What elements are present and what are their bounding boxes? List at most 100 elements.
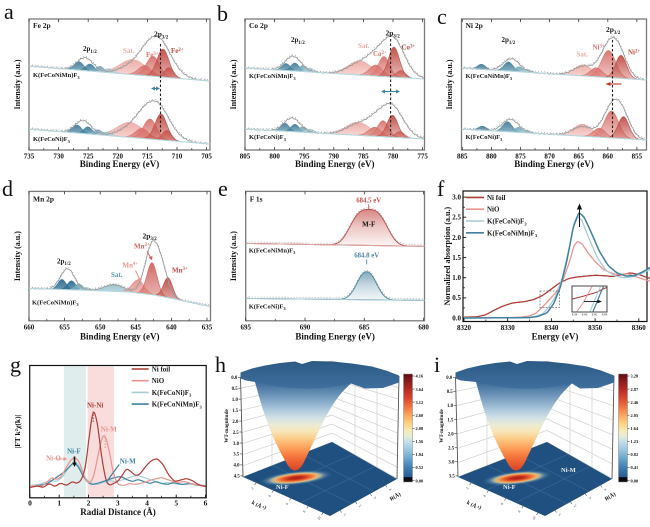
- svg-text:1.56: 1.56: [416, 439, 424, 444]
- svg-text:Ni-F: Ni-F: [276, 484, 289, 491]
- svg-text:Intensity (a.u.): Intensity (a.u.): [229, 59, 238, 109]
- svg-text:3.64: 3.64: [416, 387, 424, 392]
- svg-text:4: 4: [482, 494, 486, 498]
- svg-text:2p1/2: 2p1/2: [291, 36, 305, 46]
- svg-text:684.8 eV: 684.8 eV: [354, 252, 379, 259]
- svg-text:2.87: 2.87: [631, 387, 639, 392]
- svg-text:8340: 8340: [544, 324, 559, 332]
- svg-text:3.5: 3.5: [449, 475, 456, 480]
- svg-text:d: d: [2, 176, 13, 201]
- svg-text:c: c: [437, 4, 447, 29]
- svg-text:2.08: 2.08: [416, 426, 424, 431]
- svg-text:WT-magnitude: WT-magnitude: [224, 409, 230, 443]
- svg-text:8344: 8344: [602, 314, 608, 317]
- svg-text:785: 785: [358, 153, 369, 161]
- svg-text:Energy (eV): Energy (eV): [532, 332, 579, 342]
- svg-text:Sat.: Sat.: [577, 51, 589, 59]
- svg-text:Fe 2p: Fe 2p: [33, 21, 51, 30]
- svg-text:F 1s: F 1s: [250, 194, 263, 203]
- svg-text:2.05: 2.05: [631, 413, 639, 418]
- svg-text:1.04: 1.04: [416, 452, 424, 457]
- svg-text:735: 735: [24, 153, 35, 161]
- svg-text:3.0: 3.0: [233, 442, 240, 447]
- svg-text:K(FeCoNiMn)F3: K(FeCoNiMn)F3: [249, 73, 296, 81]
- svg-text:K(FeCoNiMn)F3: K(FeCoNiMn)F3: [249, 247, 296, 255]
- svg-text:6: 6: [204, 499, 208, 508]
- svg-text:10: 10: [532, 516, 537, 521]
- svg-text:K(FeCoNiMn)F3: K(FeCoNiMn)F3: [152, 401, 203, 410]
- svg-text:0.52: 0.52: [416, 465, 424, 470]
- svg-text:1.5: 1.5: [447, 418, 454, 423]
- svg-text:8342: 8342: [592, 314, 598, 317]
- svg-text:K(FeCoNiMn)F3: K(FeCoNiMn)F3: [466, 73, 513, 81]
- svg-text:Ni-Ni: Ni-Ni: [87, 402, 103, 410]
- svg-text:Intensity (a.u.): Intensity (a.u.): [445, 59, 454, 109]
- svg-text:g: g: [10, 352, 21, 377]
- svg-text:8340: 8340: [582, 314, 588, 317]
- svg-text:Ni-F: Ni-F: [67, 448, 81, 456]
- svg-text:1.0: 1.0: [232, 398, 239, 403]
- svg-text:Ni-M: Ni-M: [101, 426, 117, 434]
- svg-text:2: 2: [358, 504, 362, 508]
- svg-text:1.23: 1.23: [631, 439, 639, 444]
- svg-text:2p1/2: 2p1/2: [57, 257, 71, 267]
- svg-text:a: a: [4, 0, 14, 24]
- svg-text:2: 2: [87, 499, 91, 508]
- svg-text:680: 680: [418, 323, 429, 331]
- svg-text:Binding Energy (eV): Binding Energy (eV): [514, 159, 594, 169]
- svg-text:K(FeCoNiMn)F3: K(FeCoNiMn)F3: [33, 72, 80, 80]
- svg-text:2p1/2: 2p1/2: [502, 36, 516, 46]
- svg-text:K(FeCoNi)F3: K(FeCoNi)F3: [249, 134, 287, 142]
- svg-text:640: 640: [166, 323, 177, 331]
- svg-text:660: 660: [24, 323, 35, 331]
- svg-text:0.41: 0.41: [631, 465, 639, 470]
- svg-text:720: 720: [113, 153, 124, 161]
- svg-text:Ni-M: Ni-M: [561, 467, 576, 474]
- svg-text:6: 6: [500, 502, 504, 506]
- svg-text:685: 685: [359, 323, 370, 331]
- svg-text:4: 4: [603, 487, 607, 491]
- svg-text:i: i: [434, 352, 440, 377]
- svg-text:855: 855: [632, 153, 643, 161]
- svg-text:M-F: M-F: [362, 220, 375, 228]
- svg-text:730: 730: [53, 153, 64, 161]
- svg-text:Ni-M: Ni-M: [120, 458, 136, 466]
- svg-text:1: 1: [57, 499, 61, 508]
- svg-text:3.0: 3.0: [448, 461, 455, 466]
- svg-text:Ni3+: Ni3+: [593, 44, 605, 52]
- svg-text:790: 790: [329, 153, 340, 161]
- svg-text:875: 875: [515, 153, 526, 161]
- svg-text:0.5: 0.5: [452, 294, 461, 302]
- svg-text:0.82: 0.82: [631, 452, 639, 457]
- svg-text:Ni 2p: Ni 2p: [466, 21, 483, 30]
- svg-text:2.0: 2.0: [232, 420, 239, 425]
- svg-text:800: 800: [269, 153, 280, 161]
- svg-text:3: 3: [373, 496, 377, 500]
- svg-text:2p3/2: 2p3/2: [154, 30, 169, 41]
- svg-text:K(FeCoNiMn)F3: K(FeCoNiMn)F3: [487, 229, 538, 238]
- svg-text:2.60: 2.60: [416, 413, 424, 418]
- svg-text:NiO: NiO: [152, 377, 165, 385]
- svg-text:8: 8: [517, 510, 521, 514]
- svg-text:655: 655: [59, 323, 70, 331]
- svg-text:3.0: 3.0: [452, 194, 461, 202]
- svg-text:4: 4: [267, 494, 271, 498]
- svg-text:0.0: 0.0: [452, 314, 461, 322]
- svg-text:|FT k2χ(k)|: |FT k2χ(k)|: [13, 414, 22, 448]
- svg-text:4.16: 4.16: [416, 374, 424, 379]
- svg-text:865: 865: [573, 153, 584, 161]
- svg-text:860: 860: [603, 153, 614, 161]
- svg-text:8330: 8330: [501, 324, 516, 332]
- svg-text:5: 5: [174, 499, 178, 508]
- svg-text:3.28: 3.28: [631, 374, 639, 379]
- svg-text:8: 8: [302, 510, 306, 514]
- svg-text:K(FeCoNi)F3: K(FeCoNi)F3: [152, 389, 192, 398]
- svg-text:0.00: 0.00: [631, 478, 639, 483]
- svg-text:8360: 8360: [632, 324, 647, 332]
- svg-text:1.0: 1.0: [452, 274, 461, 282]
- svg-text:Binding Energy (eV): Binding Energy (eV): [80, 159, 160, 169]
- svg-text:1.5: 1.5: [452, 254, 461, 262]
- svg-text:K(FeCoNi)F3: K(FeCoNi)F3: [249, 303, 287, 311]
- svg-text:Sat.: Sat.: [111, 271, 123, 279]
- svg-text:Ni-O: Ni-O: [46, 455, 61, 463]
